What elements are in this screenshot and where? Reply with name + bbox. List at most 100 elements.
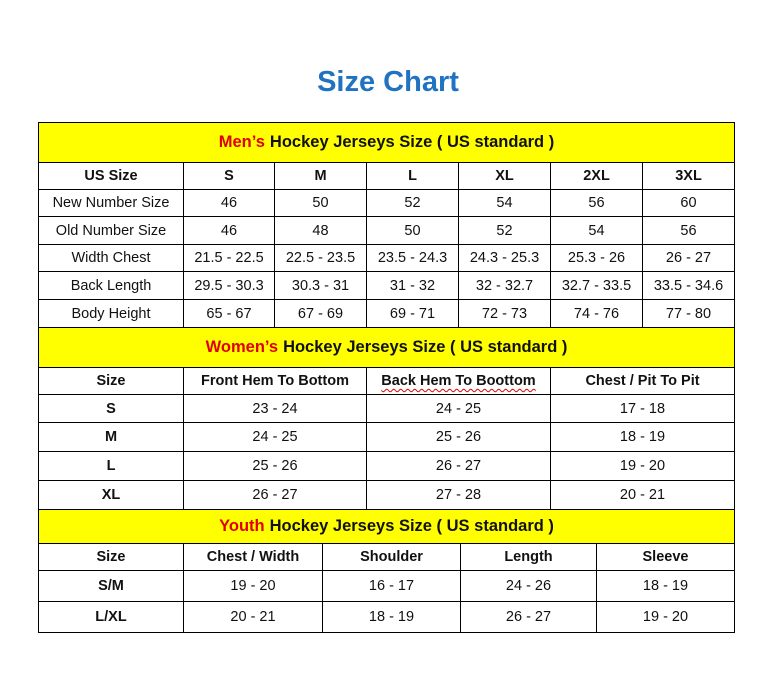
cell-value: 67 - 69 [297,305,344,322]
cell-value: 23 - 24 [252,400,298,417]
table-cell: 50 [366,216,459,245]
table-cell: 29.5 - 30.3 [183,271,275,300]
cell-value: 52 [496,222,513,239]
column-header: XL [458,162,551,190]
cell-value: 18 - 19 [642,578,689,594]
table-cell: 48 [274,216,367,245]
cell-value: 27 - 28 [435,487,482,503]
row-label-text: Width Chest [71,250,151,266]
cell-value: 24.3 - 25.3 [469,250,540,266]
table-cell: 56 [550,189,643,217]
row-label-text: XL [101,487,121,503]
column-header: 2XL [550,162,643,190]
womens-heading-accent: Women’s [205,338,279,356]
cell-value: 50 [312,195,329,211]
table-cell: 18 - 19 [322,601,461,633]
cell-value: 19 - 20 [642,609,689,625]
row-label-text: Body Height [71,305,151,322]
table-cell: 54 [458,189,551,217]
table-cell: 23.5 - 24.3 [366,244,459,272]
column-header: Chest / Width [183,543,323,571]
table-cell: 23 - 24 [183,394,367,423]
table-cell: 56 [642,216,735,245]
table-cell: 26 - 27 [366,451,551,481]
cell-value: 30.3 - 31 [291,277,350,294]
table-cell: 50 [274,189,367,217]
cell-value: 29.5 - 30.3 [194,277,264,294]
table-cell: 26 - 27 [183,480,367,510]
table-cell: 19 - 20 [183,570,323,602]
row-label: XL [38,480,184,510]
table-cell: 24 - 26 [460,570,597,602]
column-header: Size [38,367,184,395]
column-header: Length [460,543,597,571]
row-label: S [38,394,184,423]
table-cell: 18 - 19 [596,570,735,602]
cell-value: 16 - 17 [368,578,415,594]
column-header-label: Length [504,549,553,565]
column-header: Chest / Pit To Pit [550,367,735,395]
cell-value: 56 [680,222,697,239]
table-cell: 27 - 28 [366,480,551,510]
table-cell: 17 - 18 [550,394,735,423]
table-cell: 52 [366,189,459,217]
table-cell: 72 - 73 [458,299,551,328]
table-cell: 25.3 - 26 [550,244,643,272]
table-cell: 24.3 - 25.3 [458,244,551,272]
row-label: L/XL [38,601,184,633]
cell-value: 26 - 27 [505,609,552,625]
table-cell: 69 - 71 [366,299,459,328]
column-header-label: 2XL [583,168,610,184]
cell-value: 22.5 - 23.5 [285,250,356,266]
table-cell: 77 - 80 [642,299,735,328]
column-header-label: M [314,168,327,184]
mens-heading-accent: Men’s [218,133,265,151]
column-header: L [366,162,459,190]
cell-value: 20 - 21 [619,487,666,503]
cell-value: 60 [680,195,697,211]
row-label: New Number Size [38,189,184,217]
table-cell: 32 - 32.7 [458,271,551,300]
column-header: Front Hem To Bottom [183,367,367,395]
column-header: S [183,162,275,190]
column-header-label: Chest / Width [206,549,300,565]
table-cell: 20 - 21 [550,480,735,510]
row-label-text: S/M [98,578,124,594]
column-header-label: Size [96,373,126,389]
column-header-label: Front Hem To Bottom [201,373,349,389]
cell-value: 26 - 27 [665,250,712,266]
youth-heading-accent: Youth [219,517,265,535]
table-cell: 20 - 21 [183,601,323,633]
cell-value: 32.7 - 33.5 [561,277,632,294]
column-header-label: XL [495,168,514,184]
cell-value: 46 [220,222,238,239]
column-header-label: Size [96,549,126,565]
row-label: Width Chest [38,244,184,272]
table-cell: 33.5 - 34.6 [642,271,735,300]
page-title: Size Chart [317,66,459,98]
row-label-text: New Number Size [52,195,170,211]
cell-value: 18 - 19 [619,429,666,445]
cell-value: 24 - 26 [505,578,552,594]
cell-value: 20 - 21 [230,609,276,625]
table-cell: 19 - 20 [596,601,735,633]
row-label: M [38,422,184,452]
cell-value: 23.5 - 24.3 [377,250,448,266]
womens-heading-text: Hockey Jerseys Size ( US standard ) [283,338,568,356]
cell-value: 50 [404,222,421,239]
cell-value: 52 [404,195,421,211]
row-label-text: M [104,429,118,445]
column-header-label: Chest / Pit To Pit [585,373,700,389]
youth-heading-text: Hockey Jerseys Size ( US standard ) [269,517,554,535]
column-header-label: L [408,168,417,184]
column-header-label: Sleeve [642,549,689,565]
row-label-text: S [106,400,116,417]
row-label: Old Number Size [38,216,184,245]
column-header-label: 3XL [675,168,702,184]
column-header-label: US Size [84,168,138,184]
row-label: Back Length [38,271,184,300]
row-label: S/M [38,570,184,602]
cell-value: 25 - 26 [252,458,298,474]
cell-value: 54 [588,222,605,239]
table-cell: 32.7 - 33.5 [550,271,643,300]
